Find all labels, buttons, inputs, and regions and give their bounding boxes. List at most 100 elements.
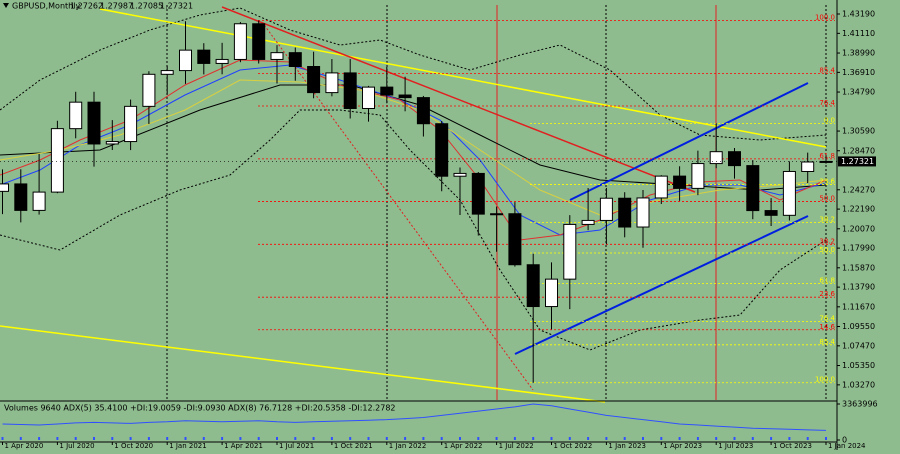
candle-body [215, 58, 229, 64]
candle-body [105, 141, 119, 145]
x-tick-label: 1 Oct 2022 [554, 442, 593, 450]
channel-line [514, 215, 809, 355]
fib-label: 50.0 [819, 246, 835, 254]
y-tick-label: 3363996 [842, 400, 878, 409]
candle-body [526, 264, 540, 308]
fib-label: 76.4 [819, 315, 835, 323]
candle-body [581, 219, 595, 225]
header-icon [3, 3, 9, 8]
x-tick-label: 1 Apr 2021 [224, 442, 263, 450]
candle-body [69, 101, 83, 130]
high-value: 1.27987 [100, 2, 133, 11]
symbol: GBPUSD,Monthly [12, 2, 80, 11]
fib-label: 85.4 [819, 66, 835, 74]
y-tick-label: 1.28470 [842, 146, 875, 155]
y-tick-label: 1.36910 [842, 68, 875, 77]
band-upper [0, 7, 827, 141]
candle-body [0, 183, 9, 192]
candle-body [490, 213, 504, 216]
candle-body [435, 123, 449, 177]
x-tick-label: 1 Jul 2022 [499, 442, 534, 450]
x-tick-label: 1 Jul 2023 [718, 442, 753, 450]
open-value: 1.27262 [70, 2, 103, 11]
candle-body [728, 151, 741, 167]
candle-body [179, 49, 192, 72]
candle-body [142, 73, 156, 107]
fib-label: 50.0 [819, 195, 835, 203]
candle-body [252, 23, 266, 60]
y-tick-label: 1.41110 [842, 29, 875, 38]
x-tick-label: 1 Apr 2022 [444, 442, 483, 450]
candle-body [307, 65, 321, 94]
fib-label: 38.2 [819, 215, 835, 223]
candle-body [87, 101, 101, 145]
axes: 1.43190 1.41110 1.38990 1.36910 1.34790 1.305… [0, 10, 876, 450]
y-tick-label: 1.22190 [842, 205, 875, 214]
trend-line [0, 325, 606, 403]
current-price-label: 1.27321 [841, 157, 874, 166]
candle-body [673, 175, 687, 189]
low-value: 1.27085 [130, 2, 163, 11]
candle-body [545, 278, 558, 308]
candle-body [471, 172, 485, 215]
fib-label: 100.0 [815, 376, 835, 384]
candle-body [618, 197, 632, 228]
candle-body [32, 191, 46, 211]
candle-body [197, 49, 211, 64]
y-tick-label: 1.24270 [842, 185, 875, 194]
candle-body [654, 175, 668, 199]
band-lower [0, 109, 827, 351]
y-tick-label: 1.09550 [842, 322, 875, 331]
x-tick-label: 1 Oct 2020 [114, 442, 153, 450]
candle-body [160, 70, 174, 75]
candle-body [819, 160, 833, 163]
y-tick-label: 0 [842, 436, 847, 445]
fib-label: 23.6 [819, 178, 835, 186]
candle-body [416, 97, 430, 125]
candle-body [362, 86, 375, 109]
candle-body [636, 197, 650, 228]
candle-body [764, 210, 778, 216]
fib-label: 23.6 [819, 290, 835, 298]
y-tick-label: 1.20070 [842, 224, 875, 233]
channel-line [569, 82, 809, 201]
fib-label: 0.0 [824, 116, 835, 124]
x-tick-label: 1 Jan 2022 [389, 442, 427, 450]
x-tick-label: 1 Oct 2021 [334, 442, 373, 450]
candle-body [325, 72, 339, 94]
x-tick-label: 1 Jul 2020 [59, 442, 94, 450]
fib-label: 38.2 [819, 237, 835, 245]
x-tick-label: 1 Apr 2020 [5, 442, 44, 450]
candle-body [801, 161, 815, 172]
candle-body [563, 223, 577, 280]
y-tick-label: 1.30590 [842, 127, 875, 136]
candle-body [453, 172, 467, 177]
candle-body [746, 165, 760, 212]
fib-label: 85.4 [819, 338, 835, 346]
candle-body [599, 197, 613, 221]
fib-label: 76.4 [819, 99, 835, 107]
candle-body [508, 213, 522, 266]
y-tick-label: 1.43190 [842, 10, 875, 19]
y-tick-label: 1.17990 [842, 244, 875, 253]
indicator-window: 3363996 0 [1, 400, 878, 445]
y-tick-label: 1.38990 [842, 49, 875, 58]
candle-body [709, 151, 723, 165]
close-value: 1.27321 [160, 2, 193, 11]
x-tick-label: 1 Oct 2023 [773, 442, 812, 450]
fib-label: 14.6 [819, 323, 835, 331]
candle-body [233, 23, 247, 60]
fib-label: 100.0 [815, 14, 835, 22]
x-tick-label: 1 Jul 2021 [279, 442, 314, 450]
y-tick-label: 1.03270 [842, 380, 875, 389]
x-tick-label: 1 Jan 2023 [608, 442, 646, 450]
x-tick-label: 1 Jan 2021 [169, 442, 207, 450]
x-tick-label: 1 Jan 2024 [828, 442, 866, 450]
x-tick-label: 1 Apr 2023 [663, 442, 702, 450]
y-tick-label: 1.15870 [842, 263, 875, 272]
candles [0, 20, 833, 383]
candle-body [782, 170, 796, 216]
current-price-box [838, 156, 876, 167]
